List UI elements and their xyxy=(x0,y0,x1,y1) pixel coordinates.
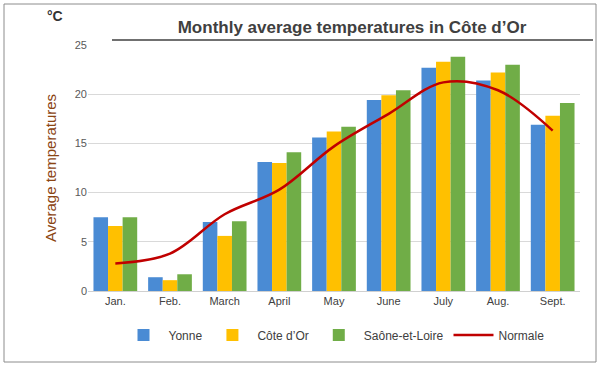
svg-text:Monthly average temperatures i: Monthly average temperatures in Côte d’O… xyxy=(178,18,527,37)
svg-text:May: May xyxy=(324,295,345,307)
svg-text:10: 10 xyxy=(75,186,87,198)
svg-text:Aug.: Aug. xyxy=(487,295,510,307)
svg-text:July: July xyxy=(434,295,454,307)
svg-text:Côte d’Or: Côte d’Or xyxy=(257,329,308,343)
svg-text:Normale: Normale xyxy=(498,329,544,343)
svg-text:April: April xyxy=(268,295,290,307)
svg-text:Average temperatures: Average temperatures xyxy=(42,94,59,242)
svg-text:Feb.: Feb. xyxy=(159,295,181,307)
svg-text:°C: °C xyxy=(47,8,63,24)
svg-text:Jan.: Jan. xyxy=(105,295,126,307)
svg-text:Sept.: Sept. xyxy=(540,295,566,307)
svg-text:June: June xyxy=(377,295,401,307)
svg-text:5: 5 xyxy=(81,236,87,248)
svg-text:Saône-et-Loire: Saône-et-Loire xyxy=(364,329,444,343)
svg-text:25: 25 xyxy=(75,39,87,51)
svg-text:15: 15 xyxy=(75,137,87,149)
svg-text:March: March xyxy=(209,295,240,307)
svg-text:20: 20 xyxy=(75,88,87,100)
svg-text:0: 0 xyxy=(81,285,87,297)
svg-text:Yonne: Yonne xyxy=(169,329,203,343)
